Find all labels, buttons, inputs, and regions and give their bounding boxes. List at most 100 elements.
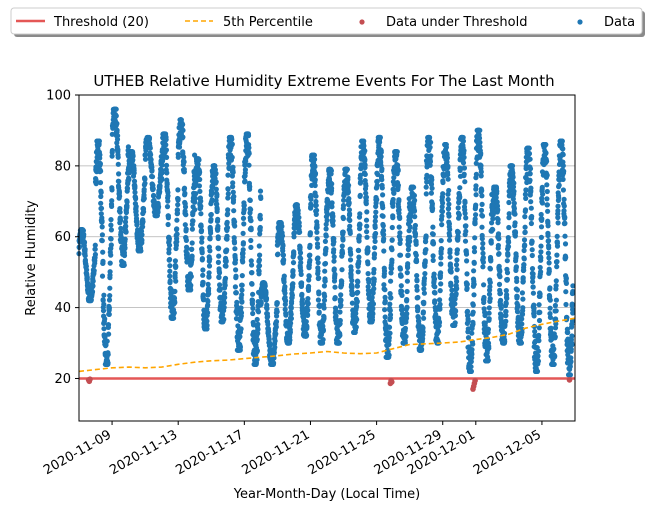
data-point: [538, 269, 544, 275]
data-point: [282, 306, 288, 312]
data-point: [163, 142, 169, 148]
data-point: [105, 360, 111, 366]
data-point: [230, 180, 236, 186]
data-point: [196, 157, 202, 163]
data-point: [346, 182, 352, 188]
data-point: [189, 226, 195, 232]
data-point: [84, 274, 90, 280]
data-point: [297, 244, 303, 250]
data-point: [348, 251, 354, 257]
data-point: [206, 274, 212, 280]
data-point: [373, 209, 379, 215]
data-point: [460, 138, 466, 144]
data-point: [445, 196, 451, 203]
data-point: [282, 284, 288, 290]
data-point: [403, 333, 409, 340]
data-point: [109, 187, 115, 193]
data-point: [521, 262, 527, 268]
data-point: [165, 215, 171, 221]
data-point: [256, 257, 262, 263]
data-point: [321, 305, 327, 311]
data-point: [345, 189, 351, 195]
data-point: [428, 139, 434, 145]
data-point: [370, 306, 376, 312]
data-point: [322, 293, 328, 299]
data-point: [340, 215, 346, 222]
data-point: [538, 224, 545, 230]
data-point: [547, 314, 554, 320]
data-point: [567, 372, 574, 378]
data-point: [138, 248, 144, 254]
data-point: [336, 340, 342, 346]
data-point: [298, 260, 304, 266]
data-point: [380, 223, 386, 229]
data-point: [440, 179, 446, 186]
data-point: [563, 276, 569, 282]
data-point: [520, 305, 526, 311]
data-point: [413, 241, 419, 247]
data-point: [98, 189, 104, 195]
data-point: [288, 320, 294, 326]
data-point: [305, 301, 311, 307]
data-point: [250, 305, 256, 311]
data-point: [109, 131, 115, 137]
data-point: [344, 166, 350, 172]
data-point: [528, 205, 534, 211]
data-point: [356, 247, 362, 254]
data-point: [478, 150, 484, 156]
data-point: [180, 122, 186, 128]
data-point: [563, 301, 569, 308]
data-point: [224, 219, 230, 225]
data-point: [130, 153, 136, 159]
data-point: [480, 259, 486, 265]
data-point: [299, 280, 305, 286]
data-point: [291, 251, 297, 257]
data-point: [99, 238, 105, 244]
data-point: [512, 211, 518, 217]
data-point: [379, 177, 385, 183]
x-tick-label: 2020-11-17: [173, 427, 246, 478]
data-point: [536, 332, 542, 338]
data-point: [436, 319, 443, 326]
data-point: [89, 289, 96, 295]
data-point: [357, 192, 363, 198]
data-point: [166, 236, 172, 242]
data-point: [173, 263, 179, 269]
data-point: [230, 184, 236, 190]
data-point: [495, 242, 501, 249]
data-point: [320, 328, 326, 334]
data-point: [389, 257, 395, 263]
data-point: [545, 250, 552, 256]
data-point: [97, 180, 104, 186]
data-point: [222, 275, 229, 281]
data-point: [148, 152, 154, 158]
data-point: [536, 302, 542, 308]
data-point: [465, 318, 471, 324]
data-point: [379, 185, 385, 191]
x-tick-label: 2020-12-05: [471, 427, 544, 478]
data-point: [552, 353, 558, 359]
data-point: [90, 283, 96, 289]
data-point: [207, 256, 213, 262]
data-point: [281, 257, 287, 263]
data-point: [101, 292, 107, 298]
data-point: [273, 319, 280, 325]
data-point: [404, 278, 410, 284]
data-point: [206, 291, 212, 297]
data-point: [298, 271, 304, 277]
data-point: [390, 215, 396, 221]
data-point: [149, 167, 155, 173]
data-point: [116, 178, 122, 185]
data-point: [381, 236, 387, 242]
data-point: [437, 301, 443, 307]
data-point: [214, 201, 220, 207]
data-point: [337, 317, 343, 324]
data-point: [411, 184, 417, 190]
data-point: [314, 224, 320, 231]
data-point: [347, 257, 354, 263]
data-point: [454, 257, 460, 263]
data-point: [427, 144, 433, 150]
data-point: [446, 213, 452, 219]
data-point: [105, 351, 111, 358]
data-point: [239, 299, 245, 305]
